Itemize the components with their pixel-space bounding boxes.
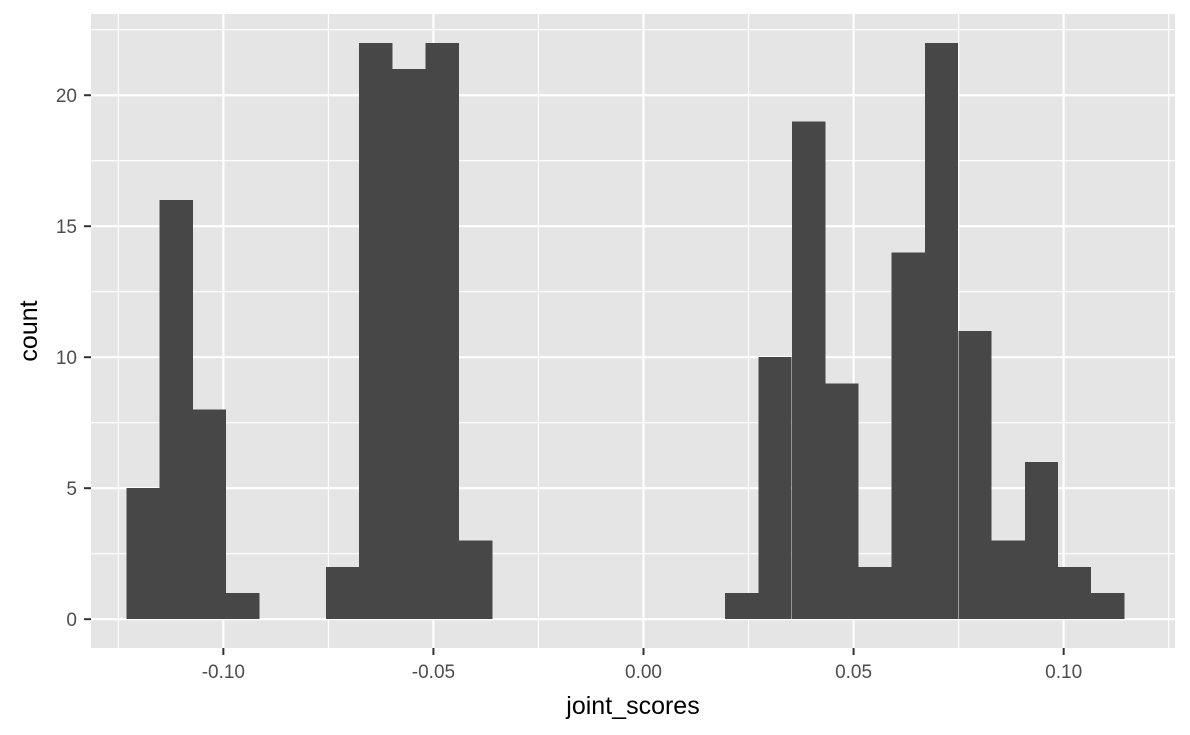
histogram-bar xyxy=(758,357,792,620)
histogram-bar xyxy=(459,540,493,620)
histogram-bar xyxy=(226,592,260,620)
x-axis-title: joint_scores xyxy=(565,692,699,720)
x-tick-label: -0.10 xyxy=(202,662,245,683)
histogram-bar xyxy=(425,42,459,620)
y-axis-title: count xyxy=(15,300,43,361)
histogram-bar xyxy=(1024,461,1059,620)
histogram-bar xyxy=(791,121,826,620)
histogram-bar xyxy=(825,383,859,620)
y-tick-label: 20 xyxy=(56,86,77,107)
x-tick-label: 0.00 xyxy=(625,662,662,683)
histogram-bar xyxy=(326,566,360,620)
histogram-bars xyxy=(126,42,1125,620)
y-axis-ticks: 0 5 10 15 20 xyxy=(56,86,91,631)
y-tick-label: 15 xyxy=(56,217,77,238)
histogram-bar xyxy=(991,540,1025,620)
histogram-bar xyxy=(192,409,227,620)
histogram-bar xyxy=(891,252,925,620)
histogram-bar xyxy=(858,566,892,620)
x-tick-label: -0.05 xyxy=(412,662,455,683)
histogram-bar xyxy=(159,200,193,620)
y-tick-label: 5 xyxy=(66,479,77,500)
x-tick-label: 0.10 xyxy=(1045,662,1082,683)
grid-major-lines xyxy=(91,14,1175,648)
histogram-bar xyxy=(725,592,759,620)
histogram-bar xyxy=(126,488,160,620)
histogram-bar xyxy=(359,42,393,620)
y-tick-label: 10 xyxy=(56,348,77,369)
x-axis-ticks: -0.10 -0.05 0.00 0.05 0.10 xyxy=(202,648,1082,683)
histogram-bar xyxy=(392,69,426,620)
histogram-bar xyxy=(958,331,992,620)
histogram-bar xyxy=(924,42,959,620)
y-tick-label: 0 xyxy=(66,610,77,631)
x-tick-label: 0.05 xyxy=(835,662,872,683)
histogram-bar xyxy=(1091,592,1125,620)
histogram-bar xyxy=(1057,566,1092,620)
